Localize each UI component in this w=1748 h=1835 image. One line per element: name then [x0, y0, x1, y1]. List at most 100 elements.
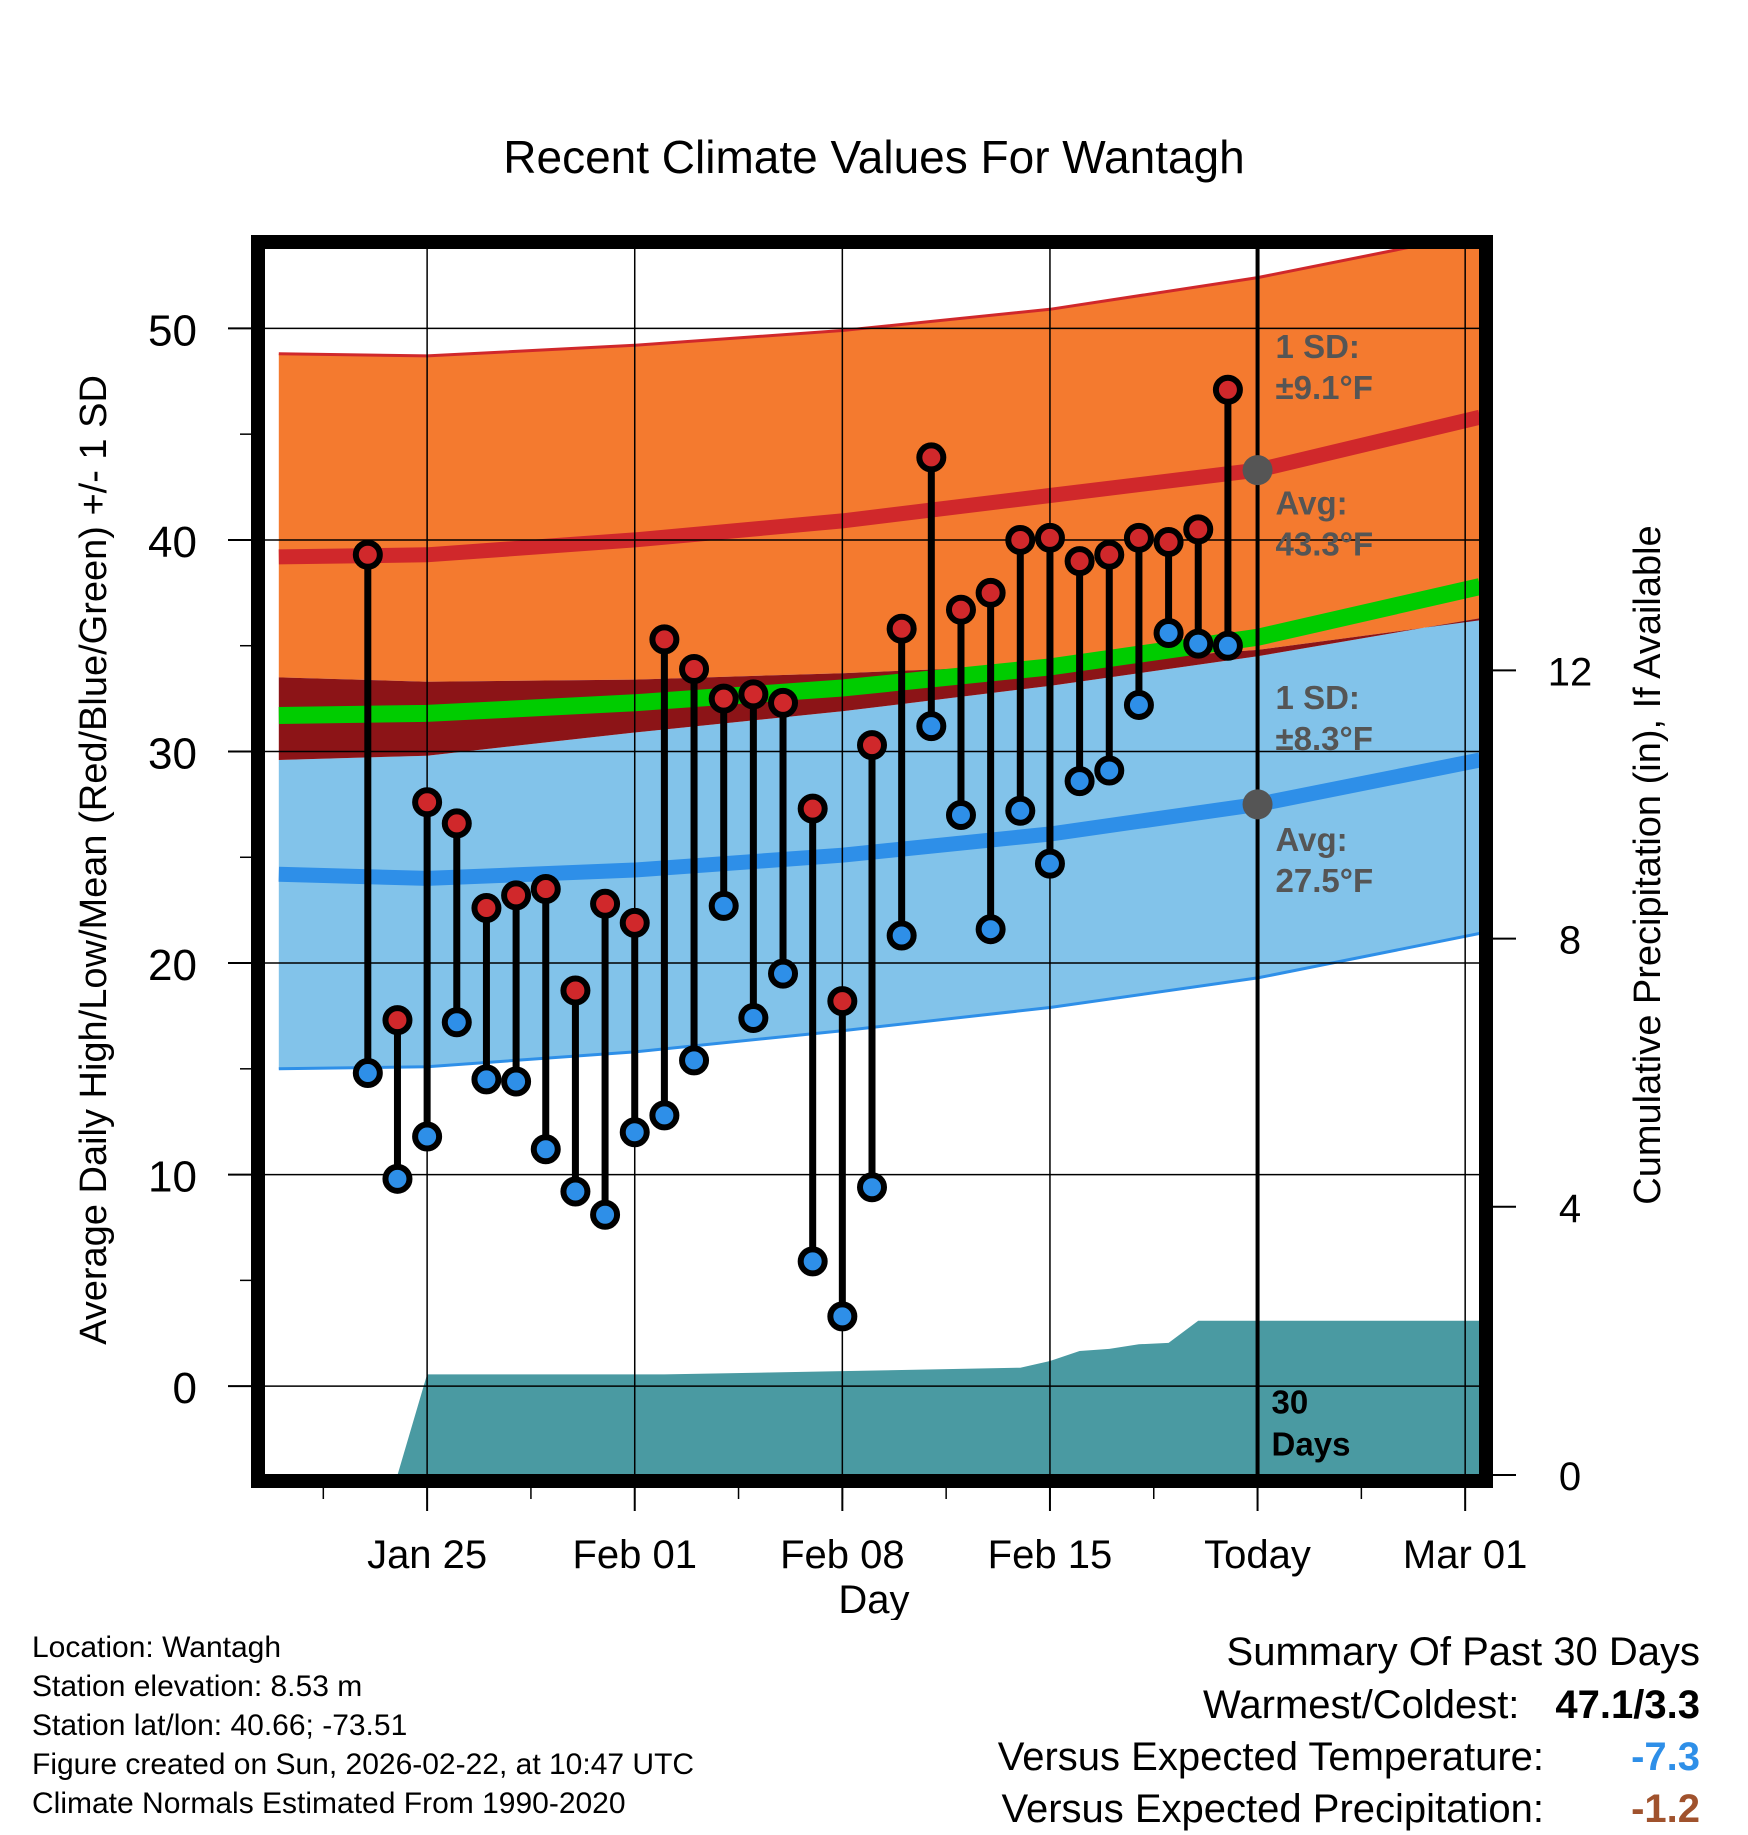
- obs-high-point: [560, 975, 591, 1006]
- obs-high-point: [412, 787, 443, 818]
- x-tick-label: Today: [1204, 1533, 1311, 1577]
- plot-area: 1 SD: ±9.1°F Avg: 43.3°F 1 SD: ±8.3°F Avg: 27.5…: [264, 248, 1480, 1475]
- obs-high-point: [619, 907, 650, 938]
- high-avg-label-line2: 43.3°F: [1276, 526, 1374, 563]
- obs-low-point: [501, 1066, 532, 1097]
- obs-low-point: [945, 799, 976, 830]
- location-text: Location: Wantagh: [32, 1631, 282, 1664]
- obs-high-point: [1153, 527, 1184, 558]
- obs-high-point: [708, 683, 739, 714]
- obs-low-point: [619, 1117, 650, 1148]
- obs-high-point: [441, 808, 472, 839]
- obs-low-point: [1212, 630, 1243, 661]
- precip-deviation-label: Versus Expected Precipitation:: [1001, 1787, 1544, 1831]
- y-left-tick-label: 0: [173, 1364, 197, 1413]
- precip-deviation-value: -1.2: [1631, 1787, 1700, 1831]
- obs-high-point: [886, 613, 917, 644]
- warmest-label: Warmest/Coldest:: [1203, 1683, 1520, 1727]
- low-sd-label-line2: ±8.3°F: [1276, 720, 1373, 757]
- high-sd-label-line2: ±9.1°F: [1276, 369, 1373, 406]
- obs-high-point: [1212, 374, 1243, 405]
- obs-low-point: [352, 1058, 383, 1089]
- obs-low-point: [471, 1064, 502, 1095]
- obs-low-point: [827, 1301, 858, 1332]
- obs-low-point: [441, 1007, 472, 1038]
- high-sd-band: [278, 248, 1480, 682]
- temp-deviation-label: Versus Expected Temperature:: [997, 1735, 1544, 1779]
- obs-high-point: [1034, 522, 1065, 553]
- obs-high-point: [471, 893, 502, 924]
- precip-days-label-line1: 30: [1272, 1384, 1309, 1421]
- normals-text: Climate Normals Estimated From 1990-2020: [32, 1787, 626, 1820]
- chart-title: Recent Climate Values For Wantagh: [503, 131, 1244, 183]
- y-left-tick-label: 10: [148, 1153, 197, 1202]
- x-tick-label: Feb 15: [988, 1533, 1113, 1577]
- obs-high-point: [1005, 524, 1036, 555]
- y-right-axis-title: Cumulative Precipitation (in), If Availa…: [1627, 525, 1669, 1204]
- plot-frame: [251, 235, 1493, 1488]
- summary-title: Summary Of Past 30 Days: [1226, 1630, 1700, 1674]
- obs-high-point: [1064, 546, 1095, 577]
- obs-high-point: [1123, 522, 1154, 553]
- climate-chart: Recent Climate Values For Wantagh 1 SD: ±9…: [73, 131, 1669, 1620]
- obs-high-point: [857, 730, 887, 761]
- x-tick-label: Feb 08: [780, 1533, 905, 1577]
- low-avg-label-line2: 27.5°F: [1276, 862, 1374, 899]
- obs-high-point: [738, 679, 769, 710]
- obs-low-point: [708, 890, 739, 921]
- summary-row-precip: Versus Expected Precipitation: -1.2: [998, 1783, 1700, 1835]
- obs-high-point: [797, 793, 828, 824]
- y-right-tick-label: 4: [1559, 1187, 1581, 1231]
- created-text: Figure created on Sun, 2026-02-22, at 10…: [32, 1748, 695, 1781]
- obs-low-point: [649, 1100, 680, 1131]
- obs-high-point: [916, 442, 947, 473]
- temp-deviation-value: -7.3: [1631, 1735, 1700, 1779]
- obs-high-point: [590, 888, 621, 919]
- summary-row-temp: Versus Expected Temperature: -7.3: [998, 1731, 1700, 1783]
- obs-low-point: [1064, 766, 1095, 797]
- high-sd-label-line1: 1 SD:: [1276, 328, 1360, 365]
- obs-low-point: [768, 958, 799, 989]
- obs-low-point: [530, 1134, 561, 1165]
- warmest-value: 47.1/3.3: [1555, 1683, 1700, 1727]
- y-left-tick-label: 50: [148, 306, 197, 355]
- obs-high-point: [352, 539, 383, 570]
- obs-low-point: [1005, 795, 1036, 826]
- y-right-tick-label: 0: [1559, 1455, 1581, 1499]
- obs-high-point: [530, 874, 561, 905]
- obs-low-point: [1153, 618, 1184, 649]
- low-sd-band: [278, 618, 1480, 1069]
- obs-high-point: [1094, 539, 1125, 570]
- obs-low-point: [1183, 628, 1214, 659]
- obs-low-point: [857, 1172, 887, 1203]
- obs-high-point: [382, 1005, 413, 1036]
- obs-high-point: [501, 880, 532, 911]
- x-tick-label: Feb 01: [572, 1533, 697, 1577]
- obs-high-point: [679, 653, 710, 684]
- obs-low-point: [738, 1003, 769, 1034]
- obs-high-point: [827, 986, 858, 1017]
- obs-low-point: [1034, 848, 1065, 879]
- today-low-avg-marker: [1242, 789, 1273, 820]
- x-tick-label: Mar 01: [1403, 1533, 1528, 1577]
- obs-low-point: [916, 711, 947, 742]
- latlon-text: Station lat/lon: 40.66; -73.51: [32, 1709, 408, 1742]
- obs-high-point: [768, 687, 799, 718]
- obs-low-point: [975, 914, 1006, 945]
- obs-high-point: [1183, 514, 1214, 545]
- obs-low-point: [382, 1163, 413, 1194]
- y-right-tick-label: 8: [1559, 919, 1581, 963]
- summary-panel: Summary Of Past 30 Days Warmest/Coldest:…: [998, 1625, 1700, 1835]
- y-left-axis-title: Average Daily High/Low/Mean (Red/Blue/Gr…: [73, 375, 115, 1345]
- low-avg-label-line1: Avg:: [1276, 821, 1348, 858]
- y-left-tick-label: 40: [148, 518, 197, 567]
- low-sd-label-line1: 1 SD:: [1276, 679, 1360, 716]
- precip-days-label-line2: Days: [1272, 1426, 1351, 1463]
- summary-row-warmest: Warmest/Coldest: 47.1/3.3: [998, 1679, 1700, 1731]
- obs-low-point: [412, 1121, 443, 1152]
- obs-high-point: [649, 624, 680, 655]
- y-left-tick-label: 30: [148, 729, 197, 778]
- station-info: Location: Wantagh Station elevation: 8.5…: [32, 1628, 694, 1823]
- obs-low-point: [1123, 689, 1154, 720]
- x-axis-title: Day: [838, 1578, 909, 1620]
